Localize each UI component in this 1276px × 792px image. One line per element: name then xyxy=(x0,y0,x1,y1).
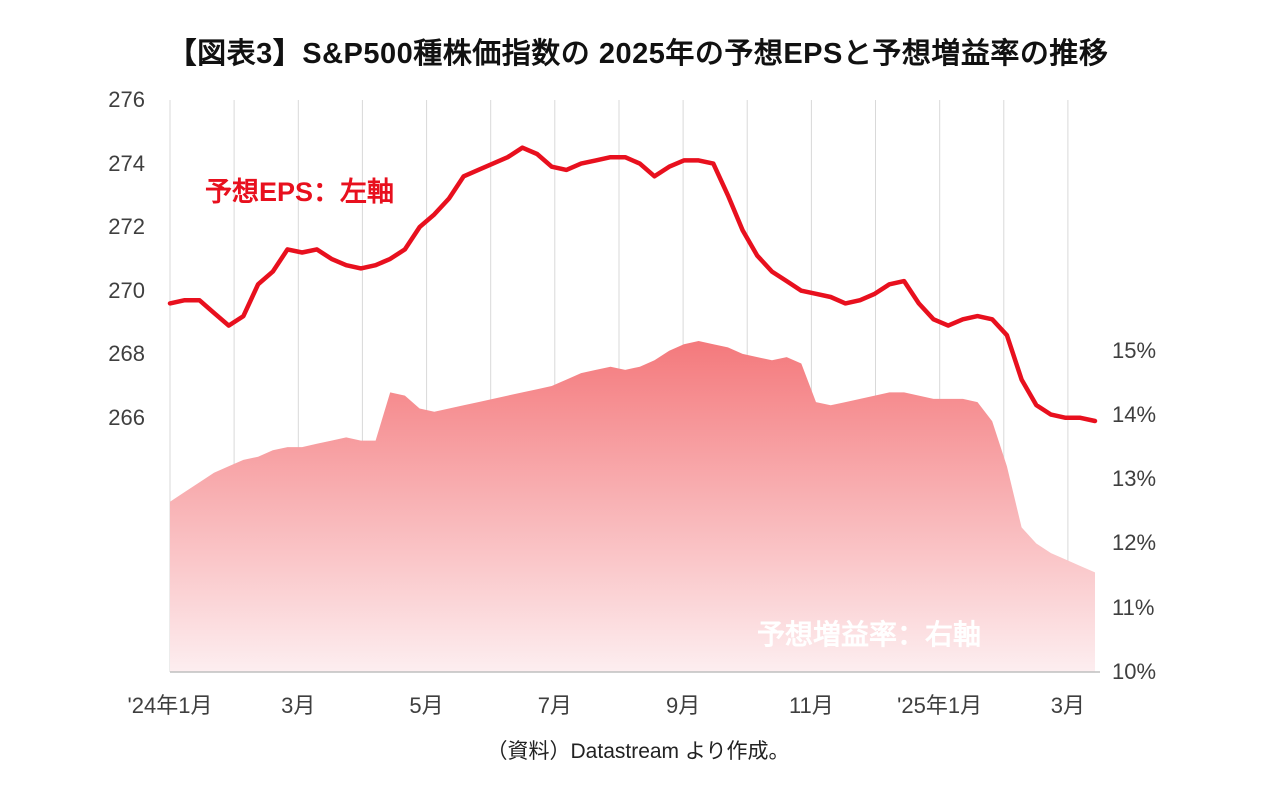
x-axis-labels: '24年1月 3月 5月 7月 9月 11月 '25年1月 3月 xyxy=(0,688,1276,718)
right-axis-tick: 15% xyxy=(1112,337,1157,363)
x-axis-label: 3月 xyxy=(281,693,316,718)
x-axis-label: 11月 xyxy=(788,693,834,718)
right-axis-tick: 10% xyxy=(1112,659,1157,684)
eps-line xyxy=(167,145,1098,424)
right-axis-tick: 12% xyxy=(1112,530,1157,556)
growth-area xyxy=(170,341,1095,672)
left-axis-ticks: 276 274 272 270 268 266 xyxy=(0,0,155,792)
x-axis-label: 5月 xyxy=(409,693,444,718)
right-axis-tick: 13% xyxy=(1112,466,1157,492)
right-axis-ticks: 15% 14% 13% 12% 11% 10% xyxy=(1112,0,1232,792)
left-axis-tick: 276 xyxy=(108,87,145,112)
left-axis-tick: 266 xyxy=(108,404,145,430)
x-axis-label: 7月 xyxy=(537,693,572,718)
x-axis-label: '24年1月 xyxy=(127,693,213,718)
right-axis-tick: 14% xyxy=(1112,401,1157,427)
chart-title: 【図表3】S&P500種株価指数の 2025年の予想EPSと予想増益率の推移 xyxy=(167,38,1109,70)
growth-series-label: 予想増益率：右軸 xyxy=(757,619,982,650)
left-axis-tick: 268 xyxy=(108,341,145,367)
source-note: （資料）Datastream より作成。 xyxy=(486,740,790,763)
left-axis-tick: 270 xyxy=(108,277,145,303)
left-axis-tick: 274 xyxy=(108,150,145,176)
x-axis-label: 9月 xyxy=(665,693,701,718)
left-axis-tick: 272 xyxy=(108,214,145,240)
eps-series-label: 予想EPS：左軸 xyxy=(205,177,395,207)
right-axis-tick: 11% xyxy=(1112,594,1155,620)
x-axis-label: 3月 xyxy=(1050,693,1086,718)
x-axis-label: '25年1月 xyxy=(897,693,983,718)
